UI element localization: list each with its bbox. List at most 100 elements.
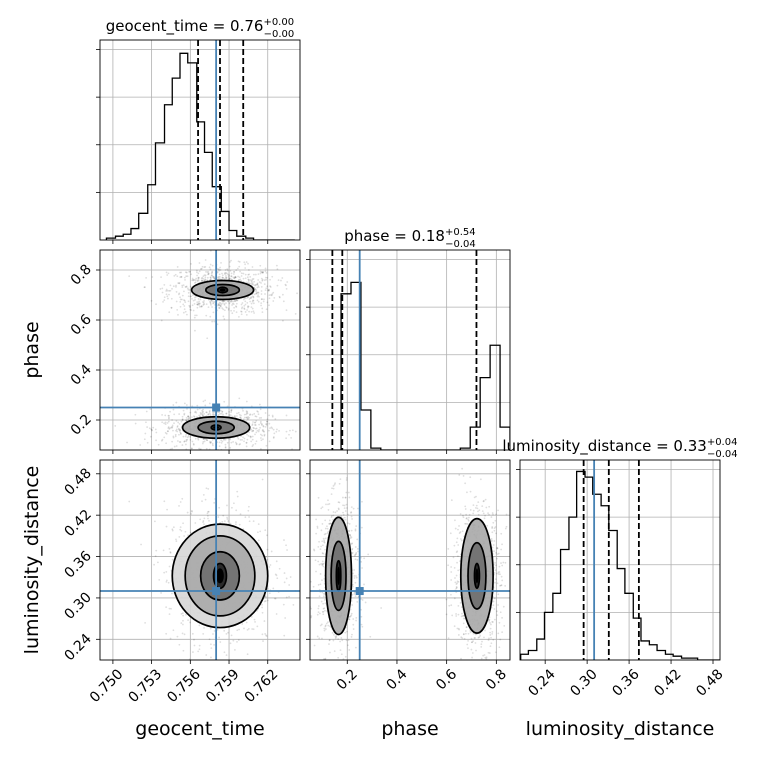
sample-point [348, 618, 351, 621]
sample-point [160, 319, 163, 322]
sample-point [457, 634, 460, 636]
sample-point [178, 433, 180, 436]
sample-point [355, 525, 358, 527]
sample-point [251, 307, 254, 310]
x-tick-label: 0.6 [433, 666, 460, 693]
sample-point [233, 306, 236, 309]
sample-point [278, 296, 281, 299]
sample-point [315, 570, 317, 573]
sample-point [467, 516, 470, 519]
sample-point [282, 603, 285, 606]
sample-point [261, 434, 263, 437]
sample-point [199, 415, 202, 418]
sample-point [263, 620, 266, 622]
sample-point [189, 531, 192, 534]
sample-point [201, 279, 204, 282]
sample-point [229, 438, 232, 441]
sample-point [333, 633, 335, 636]
sample-point [217, 302, 220, 305]
sample-point [217, 414, 220, 416]
sample-point [283, 539, 285, 541]
sample-point [491, 527, 494, 529]
sample-point [254, 288, 257, 290]
2d-panel-geocent_time-luminosity_distance: 0.240.300.360.420.480.750 0.753 0.756 0.759… [61, 459, 301, 706]
sample-point [170, 297, 173, 300]
sample-point [227, 308, 230, 311]
sample-point [182, 311, 185, 314]
sample-point [344, 496, 347, 499]
sample-point [187, 300, 190, 303]
sample-point [332, 514, 335, 517]
sample-point [457, 581, 460, 583]
panel-title-sup: +0.54 [445, 227, 476, 238]
sample-point [164, 414, 167, 417]
sample-point [166, 274, 169, 276]
sample-point [215, 450, 217, 452]
sample-point [238, 628, 240, 631]
sample-point [320, 623, 323, 626]
sample-point [247, 262, 249, 265]
sample-point [240, 313, 243, 316]
sample-point [197, 272, 200, 275]
sample-point [229, 277, 232, 280]
sample-point [317, 583, 320, 586]
sample-point [227, 520, 230, 522]
sample-point [175, 300, 178, 303]
sample-point [491, 631, 494, 633]
sample-point [234, 441, 237, 444]
sample-point [217, 275, 220, 278]
sample-point [250, 297, 252, 299]
sample-point [189, 295, 192, 298]
sample-point [248, 431, 250, 434]
sample-point [212, 302, 215, 305]
sample-point [356, 538, 359, 541]
sample-point [221, 440, 224, 443]
sample-point [201, 276, 204, 279]
sample-point [236, 412, 238, 415]
sample-point [347, 491, 350, 494]
sample-point [223, 272, 226, 275]
sample-point [185, 404, 188, 406]
sample-point [195, 314, 198, 317]
sample-point [236, 299, 239, 302]
sample-point [204, 279, 207, 282]
sample-point [226, 268, 229, 271]
sample-point [204, 404, 207, 407]
sample-point [207, 413, 210, 416]
sample-point [345, 479, 348, 481]
sample-point [183, 535, 186, 537]
sample-point [472, 640, 474, 642]
sample-point [189, 436, 192, 438]
sample-point [499, 584, 501, 587]
sample-point [207, 517, 209, 520]
sample-point [211, 274, 213, 277]
sample-point [190, 273, 193, 276]
sample-point [480, 657, 483, 660]
sample-point [334, 511, 337, 514]
sample-point [179, 429, 182, 432]
sample-point [190, 447, 193, 450]
sample-point [203, 517, 206, 520]
sample-point [244, 273, 247, 276]
sample-point [226, 300, 229, 303]
sample-point [253, 421, 256, 424]
sample-point [166, 295, 169, 298]
sample-point [257, 523, 260, 526]
sample-point [489, 634, 492, 636]
sample-point [244, 297, 247, 300]
sample-point [454, 519, 456, 522]
sample-point [469, 476, 472, 479]
sample-point [263, 430, 265, 433]
sample-point [183, 305, 186, 307]
sample-point [230, 309, 232, 312]
sample-point [233, 270, 235, 273]
sample-point [321, 506, 324, 508]
sample-point [219, 521, 222, 524]
sample-point [354, 595, 357, 598]
sample-point [338, 482, 341, 485]
sample-point [166, 289, 169, 292]
sample-point [182, 649, 185, 652]
sample-point [245, 445, 248, 448]
sample-point [351, 604, 354, 606]
sample-point [210, 656, 212, 659]
